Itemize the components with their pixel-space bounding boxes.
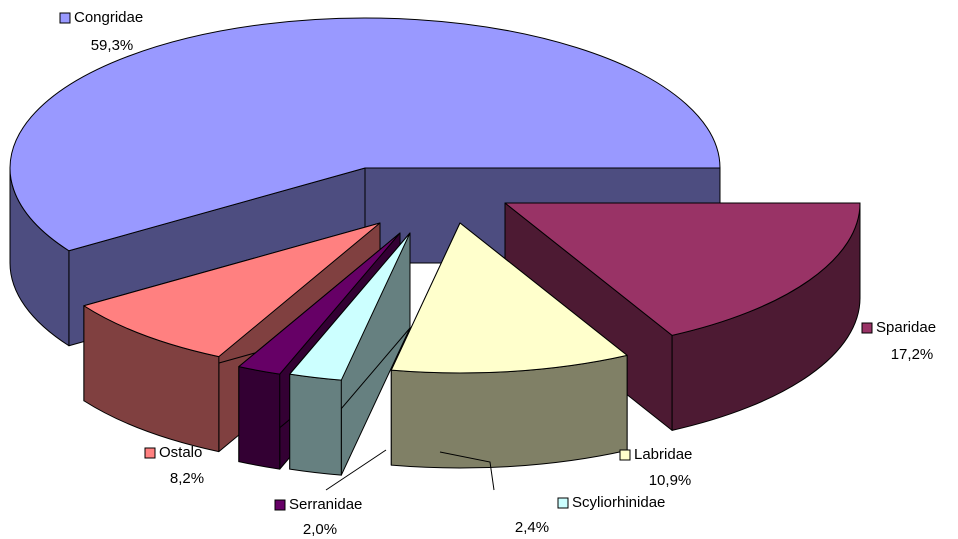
value-label: 2,0% [303, 521, 337, 538]
slice-label: Serranidae [289, 496, 362, 513]
slice-wall [289, 373, 342, 476]
slice [289, 232, 411, 381]
legend-key [144, 447, 156, 459]
leader-line [325, 449, 387, 491]
value-label: 10,9% [649, 472, 692, 489]
slice-label: Ostalo [159, 444, 202, 461]
legend-key [59, 12, 71, 24]
slice [390, 222, 628, 374]
slices [9, 17, 861, 476]
slice-label: Sparidae [876, 319, 936, 336]
slice-label: Labridae [634, 446, 692, 463]
slice [238, 232, 401, 375]
labels: Sparidae 17,2% Labridae 10,9% Scyliorhinidae… [59, 9, 936, 538]
legend-key [619, 449, 631, 461]
slice-wall [238, 366, 281, 470]
value-label: 2,4% [515, 519, 549, 536]
legend-key [861, 322, 873, 334]
slice-label: Scyliorhinidae [572, 494, 665, 511]
slice [504, 202, 861, 336]
slice [83, 222, 381, 358]
slice [9, 17, 721, 252]
value-label: 8,2% [170, 470, 204, 487]
leader-line [439, 451, 495, 491]
slice-label: Congridae [74, 9, 143, 26]
value-label: 17,2% [891, 346, 934, 363]
legend-key [274, 499, 286, 511]
legend-key [557, 497, 569, 509]
value-label: 59,3% [91, 37, 134, 54]
